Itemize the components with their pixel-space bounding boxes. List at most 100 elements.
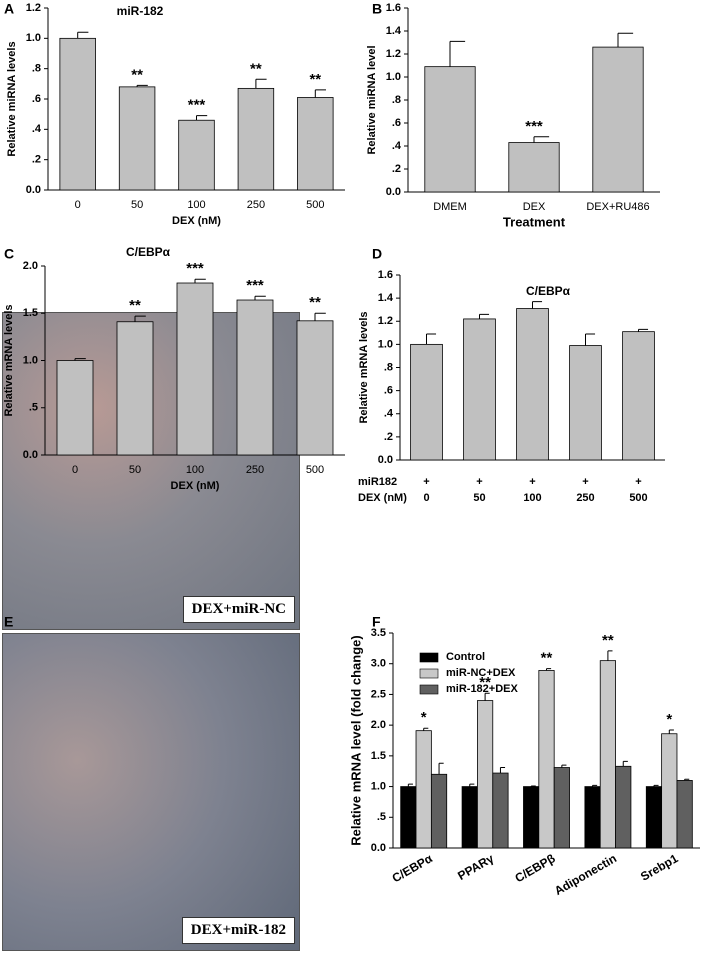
bar bbox=[56, 360, 94, 456]
x-tick-label: 0 bbox=[72, 464, 78, 476]
error-bar bbox=[77, 31, 89, 39]
y-tick-label: .6 bbox=[392, 117, 401, 129]
bar bbox=[622, 331, 655, 461]
error-bar bbox=[469, 783, 475, 787]
panel-letter: D bbox=[372, 246, 382, 262]
y-tick-label: 1.0 bbox=[23, 354, 38, 366]
row-value: + bbox=[635, 476, 641, 488]
y-tick-label: 0.0 bbox=[371, 842, 386, 854]
bar bbox=[592, 46, 644, 193]
panel-letter: E bbox=[4, 614, 13, 630]
error-bar bbox=[314, 89, 326, 98]
error-bar bbox=[533, 136, 550, 143]
y-tick-label: .2 bbox=[384, 431, 393, 443]
bar bbox=[569, 345, 602, 461]
error-bar bbox=[592, 784, 598, 787]
y-tick-label: 1.0 bbox=[26, 32, 41, 44]
error-bar bbox=[426, 333, 437, 345]
error-bar bbox=[499, 767, 506, 774]
significance-label: *** bbox=[186, 260, 204, 277]
significance-label: ** bbox=[309, 294, 321, 311]
bar bbox=[296, 320, 334, 456]
y-tick-label: 3.0 bbox=[371, 658, 386, 670]
panel-letter: B bbox=[372, 1, 382, 17]
significance-label: ** bbox=[129, 297, 141, 314]
y-tick-label: .4 bbox=[392, 140, 402, 152]
row-value: + bbox=[476, 476, 482, 488]
error-bar bbox=[314, 312, 326, 321]
significance-label: ** bbox=[479, 674, 491, 691]
row-label: DEX (nM) bbox=[358, 492, 407, 504]
bar bbox=[116, 321, 154, 456]
x-axis-label: DEX (nM) bbox=[171, 480, 220, 492]
error-bar bbox=[653, 784, 659, 787]
panel-letter: A bbox=[4, 1, 14, 17]
bar bbox=[176, 282, 214, 456]
legend-swatch bbox=[419, 684, 439, 695]
x-tick-label: 0 bbox=[75, 199, 81, 211]
image-label: DEX+miR-182 bbox=[181, 917, 295, 944]
error-bar bbox=[668, 729, 674, 734]
y-tick-label: 0.0 bbox=[378, 454, 393, 466]
legend-swatch bbox=[419, 652, 439, 663]
error-bar bbox=[585, 333, 596, 346]
row-label: miR182 bbox=[358, 476, 397, 488]
y-tick-label: 1.6 bbox=[386, 2, 401, 14]
bar bbox=[477, 700, 494, 849]
legend-label: Control bbox=[446, 651, 485, 663]
y-axis-label: Relative mRNA levels bbox=[358, 311, 370, 423]
y-axis-label: Relative miRNA levels bbox=[6, 41, 18, 156]
error-bar bbox=[194, 278, 206, 284]
row-value: + bbox=[423, 476, 429, 488]
x-axis-label: DEX (nM) bbox=[172, 215, 221, 227]
chart-title: miR-182 bbox=[117, 4, 164, 18]
significance-label: ** bbox=[131, 66, 143, 83]
x-tick-label: 50 bbox=[129, 464, 141, 476]
y-tick-label: 1.5 bbox=[23, 307, 38, 319]
significance-label: ** bbox=[250, 60, 262, 77]
significance-label: *** bbox=[246, 277, 264, 294]
bar bbox=[237, 87, 275, 191]
bar bbox=[516, 308, 549, 461]
error-bar bbox=[407, 783, 413, 787]
x-tick-label: DMEM bbox=[433, 201, 467, 213]
x-tick-label: 250 bbox=[246, 464, 264, 476]
x-tick-label: DEX bbox=[523, 201, 546, 213]
error-bar bbox=[74, 358, 86, 361]
y-tick-label: .8 bbox=[384, 361, 393, 373]
significance-label: * bbox=[421, 709, 427, 726]
y-tick-label: 1.0 bbox=[371, 780, 386, 792]
y-tick-label: .5 bbox=[29, 402, 38, 414]
bar bbox=[400, 786, 417, 849]
chart-title: C/EBPα bbox=[126, 245, 171, 259]
x-tick-label: C/EBPβ bbox=[512, 851, 557, 885]
x-tick-label: 500 bbox=[306, 199, 324, 211]
y-tick-label: 0.0 bbox=[386, 186, 401, 198]
error-bar bbox=[438, 762, 444, 775]
x-tick-label: 100 bbox=[187, 199, 205, 211]
bar bbox=[424, 66, 476, 193]
bar bbox=[178, 119, 215, 191]
y-tick-label: 2.5 bbox=[371, 688, 386, 700]
y-tick-label: 1.5 bbox=[371, 750, 386, 762]
bar bbox=[676, 780, 693, 849]
y-tick-label: .4 bbox=[32, 123, 42, 135]
y-tick-label: 2.0 bbox=[23, 260, 38, 272]
image-label: DEX+miR-NC bbox=[182, 596, 295, 623]
bar bbox=[461, 786, 478, 849]
y-axis-label: Relative mRNA levels bbox=[3, 304, 15, 416]
x-tick-label: 500 bbox=[629, 492, 647, 504]
error-bar bbox=[255, 78, 267, 89]
y-tick-label: 3.5 bbox=[371, 627, 386, 639]
y-tick-label: 0.0 bbox=[23, 449, 38, 461]
y-tick-label: 1.2 bbox=[26, 2, 41, 14]
micrograph: DEX+miR-182 bbox=[2, 633, 300, 951]
x-tick-label: 50 bbox=[473, 492, 485, 504]
bar bbox=[538, 670, 555, 849]
y-tick-label: .2 bbox=[32, 154, 41, 166]
significance-label: ** bbox=[541, 650, 553, 667]
y-axis-label: Relative mRNA level (fold change) bbox=[348, 635, 363, 845]
bar bbox=[463, 318, 496, 461]
y-tick-label: 0.0 bbox=[26, 184, 41, 196]
